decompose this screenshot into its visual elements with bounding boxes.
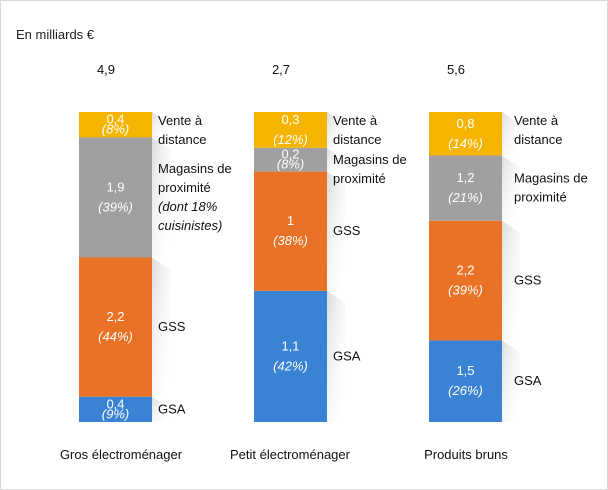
- segment-side-label: GSS: [514, 273, 542, 288]
- category-label: Gros électroménager: [60, 447, 183, 462]
- segment-shadow: [152, 396, 170, 422]
- bar-percent-label: (38%): [273, 233, 308, 248]
- bar-percent-label: (21%): [448, 190, 483, 205]
- bar-value-label: 0,3: [281, 112, 299, 127]
- segment-side-label: Magasins de: [158, 161, 232, 176]
- segment-shadow: [152, 112, 170, 138]
- segment-shadow: [502, 220, 520, 341]
- unit-label: En milliards €: [16, 27, 95, 42]
- segment-shadow: [327, 147, 345, 172]
- bar-percent-label: (26%): [448, 383, 483, 398]
- bar-value-label: 0,4: [106, 112, 124, 127]
- bar-segment-magasins-de-proximit-: [254, 147, 327, 172]
- bar-value-label: 1: [287, 213, 294, 228]
- segment-side-label: proximité: [158, 180, 211, 195]
- segment-shadow: [502, 340, 520, 422]
- segment-side-label: proximité: [333, 171, 386, 186]
- segment-side-label: Magasins de: [514, 171, 588, 186]
- segment-shadow: [327, 112, 345, 148]
- bar-value-label: 2,2: [456, 263, 474, 278]
- bar-value-label: 0,8: [456, 116, 474, 131]
- bar-percent-label: (14%): [448, 136, 483, 151]
- bar-percent-label: (44%): [98, 329, 133, 344]
- bar-segment-magasins-de-proximit-: [429, 155, 502, 221]
- bar-value-label: 1,9: [106, 179, 124, 194]
- segment-side-label: proximité: [514, 190, 567, 205]
- segment-shadow: [327, 171, 345, 291]
- segment-shadow: [152, 257, 170, 397]
- bar-segment-vente-distance: [429, 112, 502, 156]
- bar-segment-gsa: [254, 290, 327, 422]
- segment-side-label: distance: [333, 132, 381, 147]
- segment-side-label: GSS: [333, 223, 361, 238]
- segment-side-label: distance: [158, 132, 206, 147]
- bar-value-label: 0,4: [106, 396, 124, 411]
- category-label: Petit électroménager: [230, 447, 351, 462]
- bar-percent-label: (9%): [102, 406, 129, 421]
- bar-percent-label: (12%): [273, 132, 308, 147]
- bar-percent-label: (39%): [448, 283, 483, 298]
- bar-value-label: 2,2: [106, 309, 124, 324]
- bar-percent-label: (8%): [102, 122, 129, 137]
- segment-side-label: GSS: [158, 319, 186, 334]
- bar-percent-label: (8%): [277, 157, 304, 172]
- segment-side-label: Vente à: [514, 113, 559, 128]
- bar-value-label: 1,2: [456, 170, 474, 185]
- segment-side-label: Vente à: [158, 113, 203, 128]
- segment-side-label: Magasins de: [333, 152, 407, 167]
- bar-segment-vente-distance: [254, 112, 327, 148]
- bar-segment-gsa: [79, 396, 152, 422]
- segment-side-label: distance: [514, 132, 562, 147]
- segment-shadow: [502, 155, 520, 221]
- bar-percent-label: (42%): [273, 358, 308, 373]
- bar-segment-gss: [79, 257, 152, 397]
- segment-side-label: GSA: [158, 401, 186, 416]
- segment-side-label: Vente à: [333, 113, 378, 128]
- bar-total-label: 2,7: [272, 62, 290, 77]
- bar-total-label: 4,9: [97, 62, 115, 77]
- bar-segment-gsa: [429, 340, 502, 422]
- bar-value-label: 1,1: [281, 338, 299, 353]
- bar-segment-gss: [429, 220, 502, 341]
- bar-segment-vente-distance: [79, 112, 152, 138]
- segment-shadow: [502, 112, 520, 156]
- bar-segment-gss: [254, 171, 327, 291]
- segment-side-label: GSA: [514, 373, 542, 388]
- bar-value-label: 0,2: [281, 147, 299, 162]
- segment-side-label: cuisinistes): [158, 218, 222, 233]
- segment-shadow: [327, 290, 345, 422]
- category-label: Produits bruns: [424, 447, 508, 462]
- bar-segment-magasins-de-proximit-: [79, 137, 152, 258]
- segment-side-label: (dont 18%: [158, 199, 217, 214]
- bar-value-label: 1,5: [456, 363, 474, 378]
- segment-shadow: [152, 137, 170, 258]
- segment-side-label: GSA: [333, 348, 361, 363]
- bar-percent-label: (39%): [98, 199, 133, 214]
- bar-total-label: 5,6: [447, 62, 465, 77]
